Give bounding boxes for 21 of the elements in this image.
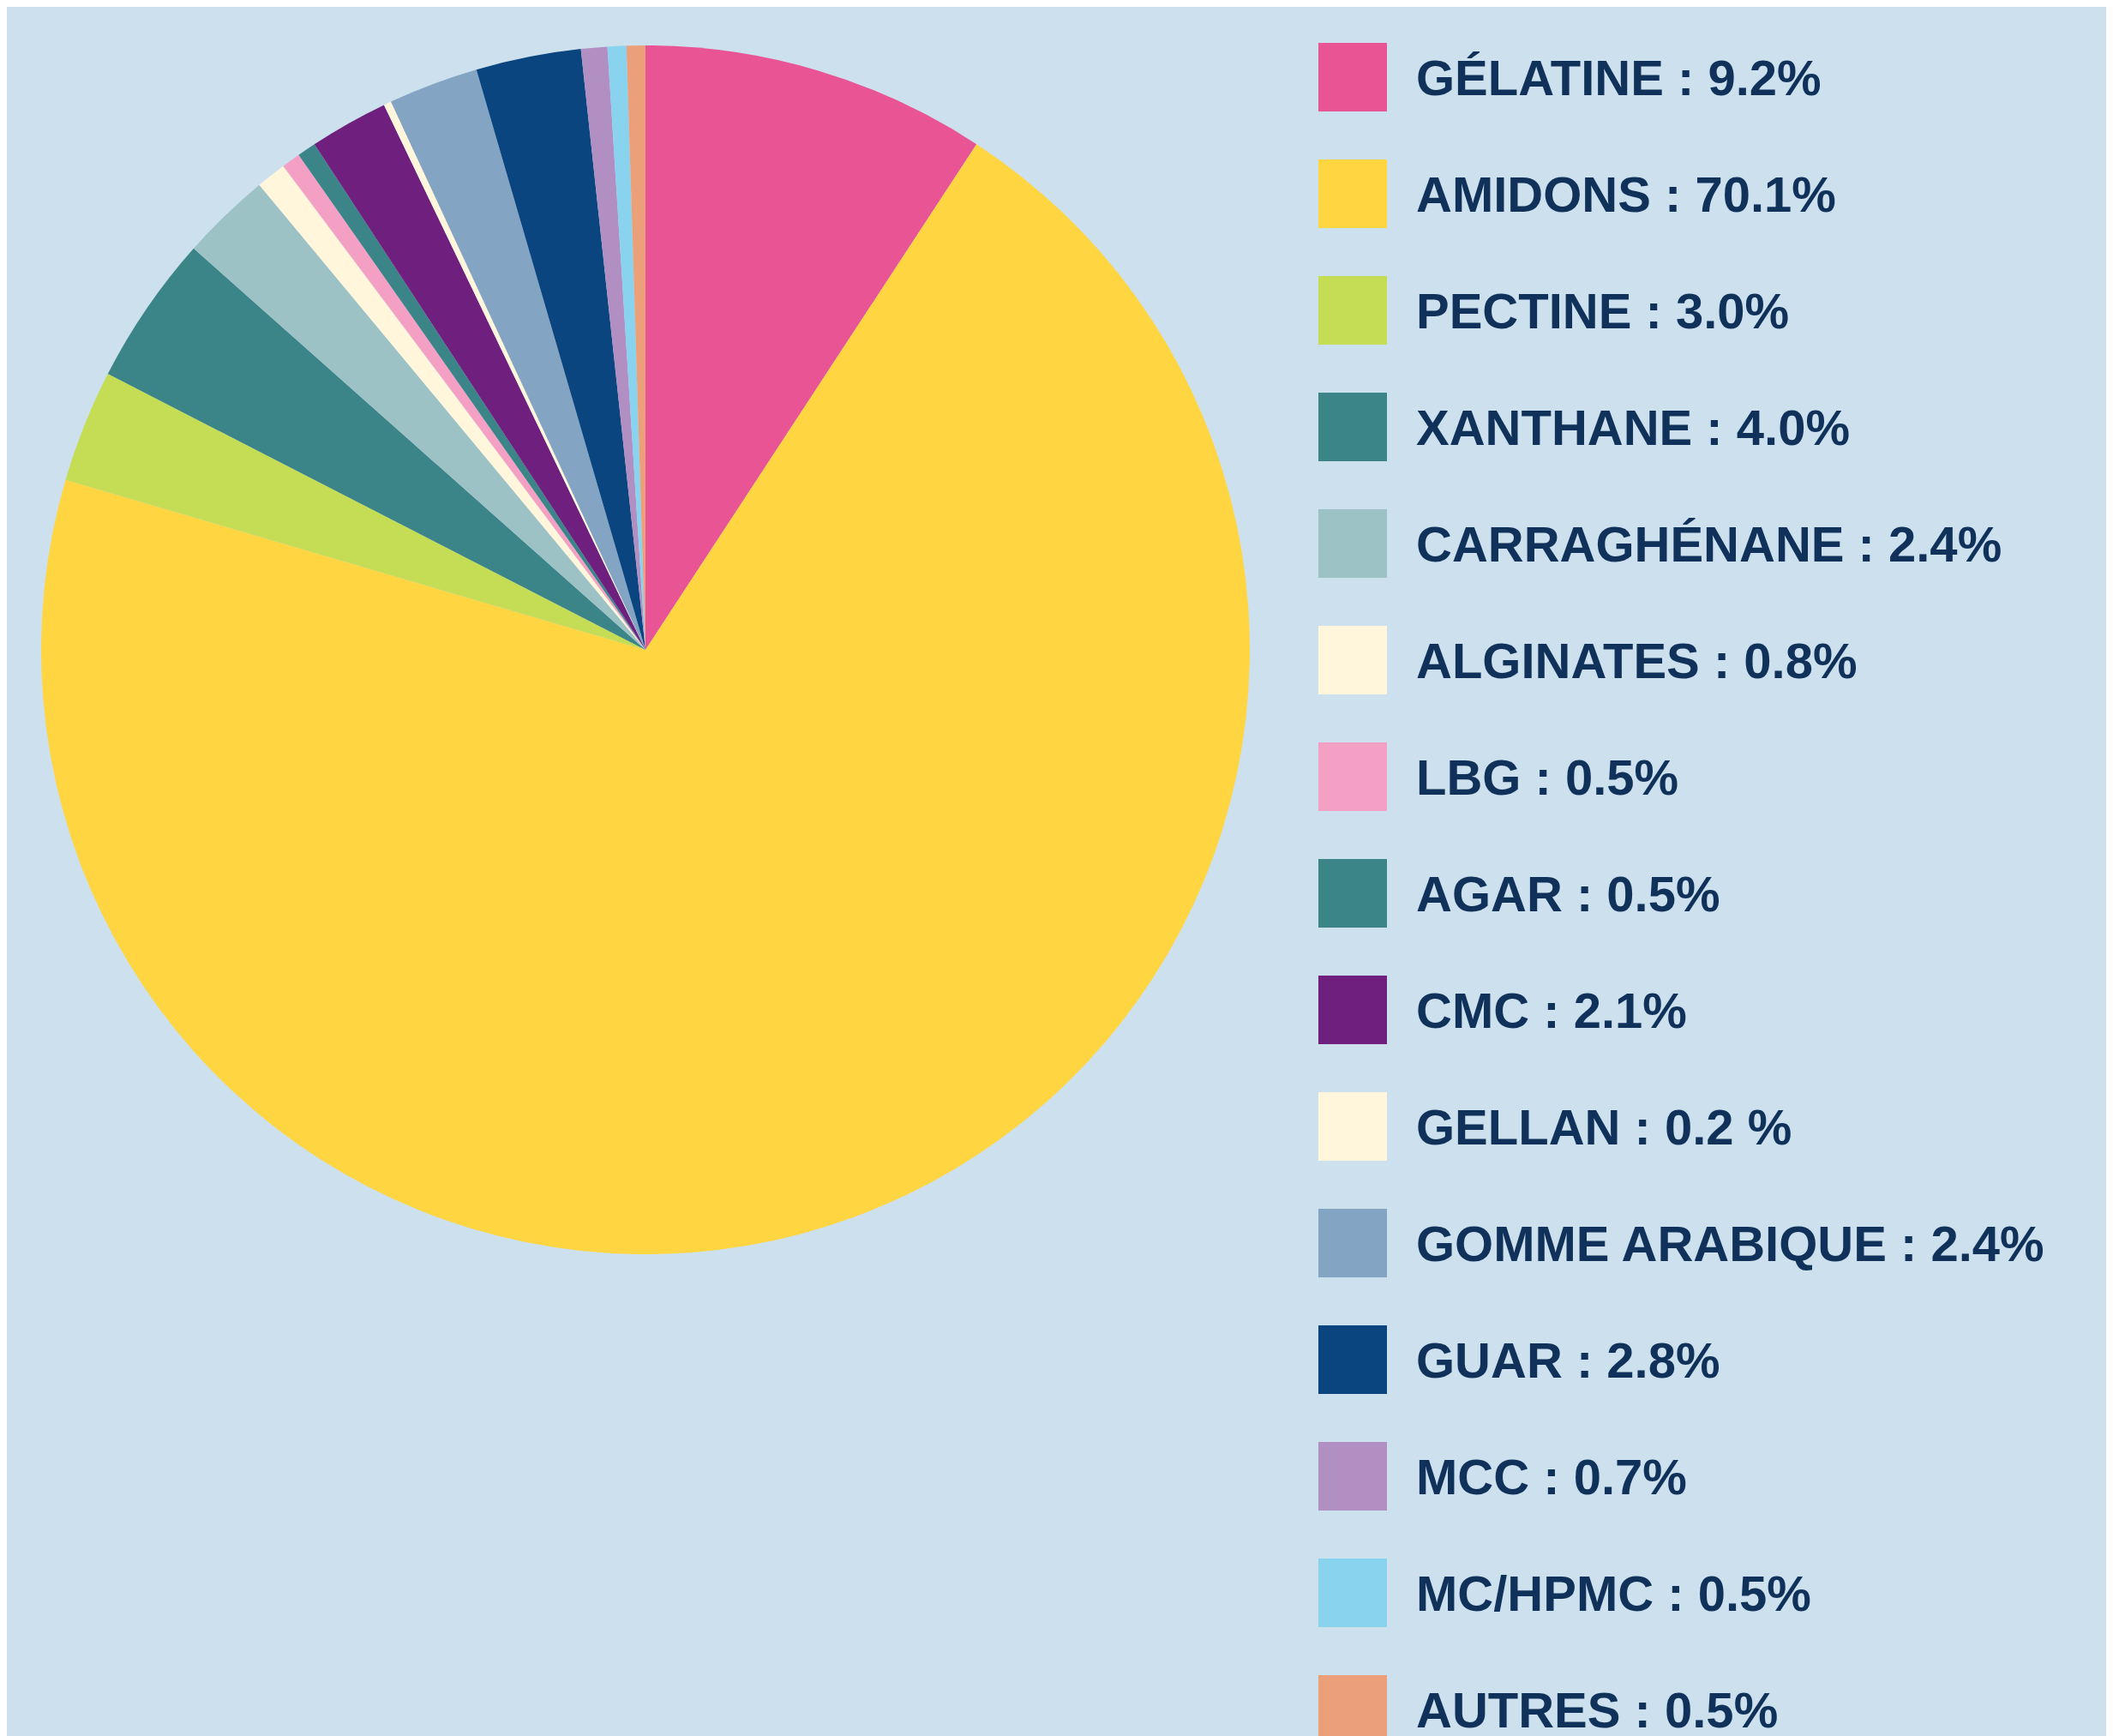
legend-label: PECTINE : 3.0% [1416, 281, 1790, 339]
legend-label: GELLAN : 0.2 % [1416, 1097, 1792, 1156]
legend-label: MCC : 0.7% [1416, 1447, 1687, 1505]
legend-label: LBG : 0.5% [1416, 748, 1679, 806]
legend-label: XANTHANE : 4.0% [1416, 398, 1850, 456]
pie-slice [107, 248, 645, 650]
legend-label: CARRAGHÉNANE : 2.4% [1416, 514, 2002, 573]
pie-slice [476, 49, 645, 650]
pie-slice [193, 184, 645, 650]
legend-label: AMIDONS : 70.1% [1416, 165, 1836, 223]
legend-label: ALGINATES : 0.8% [1416, 631, 1858, 689]
pie-slice [41, 144, 1250, 1254]
legend-label: AUTRES : 0.5% [1416, 1680, 1779, 1736]
legend-label: GUAR : 2.8% [1416, 1331, 1720, 1389]
legend-label: CMC : 2.1% [1416, 981, 1687, 1039]
pie-slice [65, 374, 645, 650]
legend-label: AGAR : 0.5% [1416, 864, 1720, 922]
pie-slice [645, 45, 977, 650]
legend-label: GÉLATINE : 9.2% [1416, 48, 1822, 106]
legend-label: GOMME ARABIQUE : 2.4% [1416, 1214, 2044, 1272]
legend-label: MC/HPMC : 0.5% [1416, 1564, 1811, 1622]
